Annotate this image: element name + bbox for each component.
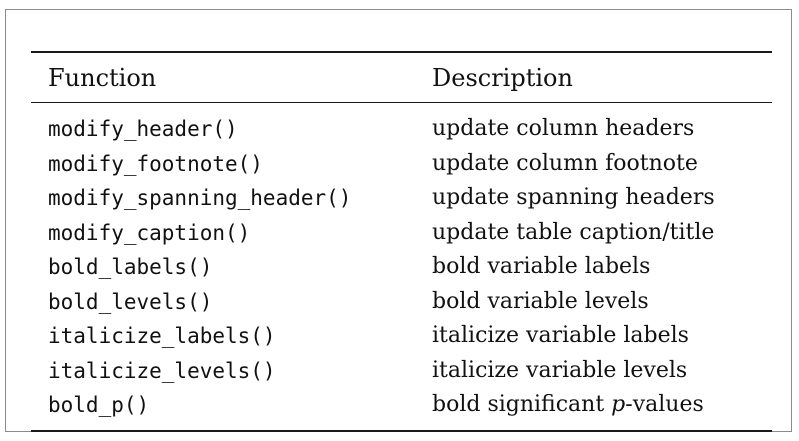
function-description: update column headers — [432, 116, 695, 141]
function-name: bold_levels() — [48, 289, 213, 314]
function-description: bold variable labels — [432, 254, 651, 279]
column-header-function: Function — [48, 64, 157, 92]
table-row: bold_p() bold significant p-values — [0, 388, 799, 423]
function-description: italicize variable labels — [432, 323, 689, 348]
function-description: update table caption/title — [432, 219, 715, 245]
function-name: italicize_labels() — [48, 324, 276, 348]
function-name: italicize_levels() — [48, 358, 276, 383]
function-description: update spanning headers — [432, 185, 715, 210]
description-italic-p: p — [611, 392, 626, 417]
table-bottom-rule — [31, 430, 772, 432]
table-body: modify_header() update column headers mo… — [0, 112, 799, 423]
function-name: modify_footnote() — [48, 151, 263, 176]
function-name: bold_p() — [48, 393, 150, 417]
function-description: update column footnote — [432, 150, 698, 176]
description-suffix: -values — [625, 392, 704, 417]
table-top-rule — [31, 51, 772, 53]
column-header-description: Description — [432, 64, 573, 92]
table-row: modify_caption() update table caption/ti… — [0, 216, 799, 251]
table-frame — [5, 9, 792, 432]
table-row: bold_labels() bold variable labels — [0, 250, 799, 285]
function-name: modify_caption() — [48, 220, 251, 245]
description-prefix: bold significant — [432, 392, 612, 417]
table-row: modify_header() update column headers — [0, 112, 799, 147]
table-row: bold_levels() bold variable levels — [0, 285, 799, 320]
table-header-rule — [31, 102, 772, 103]
function-description: bold significant p-values — [432, 388, 704, 422]
function-name: bold_labels() — [48, 255, 213, 279]
function-description: italicize variable levels — [432, 357, 688, 383]
function-name: modify_header() — [48, 117, 238, 141]
function-description: bold variable levels — [432, 288, 649, 314]
table-row: modify_footnote() update column footnote — [0, 147, 799, 182]
function-name: modify_spanning_header() — [48, 186, 352, 210]
table-row: italicize_levels() italicize variable le… — [0, 354, 799, 389]
table-row: italicize_labels() italicize variable la… — [0, 319, 799, 354]
table-row: modify_spanning_header() update spanning… — [0, 181, 799, 216]
